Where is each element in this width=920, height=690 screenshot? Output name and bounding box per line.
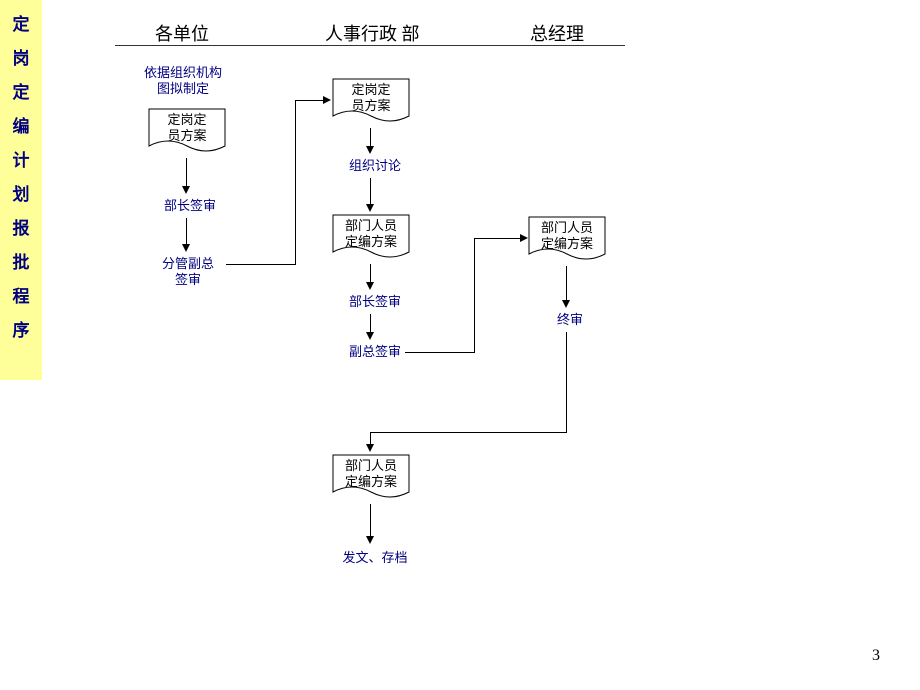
step-archive: 发文、存档 [330, 550, 420, 566]
label-line: 签审 [175, 272, 201, 287]
sidebar-title: 定 岗 定 编 计 划 报 批 程 序 [0, 0, 42, 380]
doc-text-line: 定岗定 [351, 82, 390, 97]
sidebar-char: 批 [13, 246, 30, 280]
note-line: 依据组织机构 [144, 65, 222, 80]
arrow-line [370, 264, 371, 284]
sidebar-char: 岗 [13, 42, 30, 76]
doc-text-line: 部门人员 [345, 218, 397, 233]
step-dept-head-sign: 部长签审 [155, 198, 225, 214]
arrow-line [566, 266, 567, 302]
arrow-head [323, 96, 331, 104]
connector-line [405, 352, 475, 353]
sidebar-char: 序 [13, 314, 30, 348]
arrow-line [186, 158, 187, 188]
arrow-head [366, 332, 374, 340]
connector-line [370, 432, 567, 433]
arrow-line [370, 178, 371, 206]
arrow-head [366, 444, 374, 452]
column-header-gm: 总经理 [530, 20, 584, 46]
note-basis: 依据组织机构 图拟制定 [128, 65, 238, 97]
page-number: 3 [872, 647, 880, 665]
arrow-head [366, 536, 374, 544]
doc-text-line: 部门人员 [345, 458, 397, 473]
sidebar-char: 定 [13, 76, 30, 110]
connector-line [474, 238, 522, 239]
doc-text-line: 定编方案 [345, 474, 397, 489]
sidebar-char: 计 [13, 144, 30, 178]
doc-box-plan-1: 定岗定 员方案 [148, 108, 226, 152]
connector-line [226, 264, 296, 265]
doc-text-line: 员方案 [351, 98, 390, 113]
step-discuss: 组织讨论 [340, 158, 410, 174]
step-final-review: 终审 [545, 312, 595, 328]
doc-box-dept-plan-2: 部门人员 定编方案 [528, 216, 606, 260]
arrow-line [370, 314, 371, 334]
connector-line [474, 238, 475, 353]
label-line: 分管副总 [162, 256, 214, 271]
arrow-head [366, 282, 374, 290]
sidebar-char: 报 [13, 212, 30, 246]
column-header-hr: 人事行政 部 [325, 20, 420, 46]
arrow-head [366, 204, 374, 212]
arrow-line [186, 218, 187, 246]
doc-box-dept-plan-1: 部门人员 定编方案 [332, 214, 410, 258]
arrow-head [520, 234, 528, 242]
step-dept-head-sign-2: 部长签审 [340, 294, 410, 310]
doc-text-line: 部门人员 [541, 220, 593, 235]
step-vp-sign: 分管副总 签审 [148, 256, 228, 288]
doc-text-line: 定编方案 [345, 234, 397, 249]
doc-box-plan-2: 定岗定 员方案 [332, 78, 410, 122]
sidebar-char: 定 [13, 8, 30, 42]
note-line: 图拟制定 [157, 81, 209, 96]
connector-line [295, 100, 296, 265]
arrow-head [366, 146, 374, 154]
sidebar-char: 程 [13, 280, 30, 314]
arrow-head [182, 186, 190, 194]
column-header-units: 各单位 [155, 20, 209, 46]
connector-line [566, 332, 567, 432]
arrow-line [370, 504, 371, 538]
arrow-line [370, 128, 371, 148]
arrow-head [562, 300, 570, 308]
doc-text-line: 员方案 [167, 128, 206, 143]
sidebar-char: 编 [13, 110, 30, 144]
doc-box-dept-plan-3: 部门人员 定编方案 [332, 454, 410, 498]
step-vp-sign-2: 副总签审 [340, 344, 410, 360]
arrow-head [182, 244, 190, 252]
header-underline [115, 45, 625, 46]
sidebar-char: 划 [13, 178, 30, 212]
connector-line [295, 100, 325, 101]
doc-text-line: 定岗定 [167, 112, 206, 127]
doc-text-line: 定编方案 [541, 236, 593, 251]
